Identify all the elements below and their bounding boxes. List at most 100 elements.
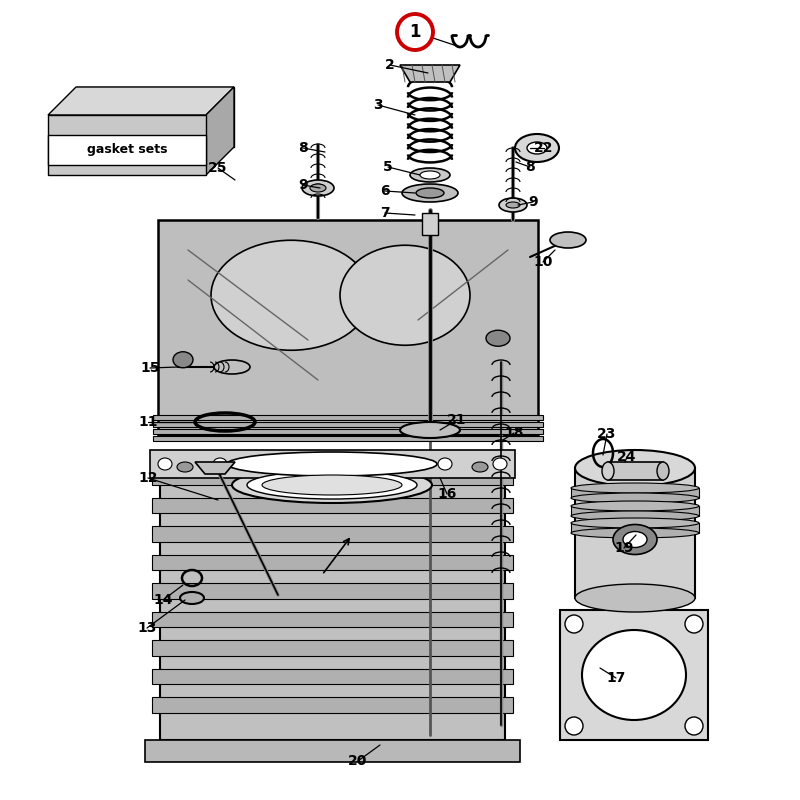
Bar (608, 462, 663, 480)
Ellipse shape (211, 240, 371, 350)
Bar (152, 698, 513, 713)
Ellipse shape (232, 467, 432, 503)
Bar (152, 498, 513, 514)
Ellipse shape (565, 615, 583, 633)
Ellipse shape (247, 471, 417, 499)
Ellipse shape (213, 458, 227, 470)
Ellipse shape (499, 198, 527, 212)
Bar (145, 740, 520, 762)
Bar (152, 612, 513, 627)
Ellipse shape (410, 168, 450, 182)
Text: 24: 24 (618, 450, 637, 464)
Text: 18: 18 (504, 426, 524, 440)
Bar (48, 115, 206, 175)
Text: 13: 13 (138, 621, 157, 635)
Bar (160, 455, 505, 740)
Bar (575, 468, 695, 598)
Text: 23: 23 (598, 427, 617, 441)
Ellipse shape (506, 202, 520, 208)
Ellipse shape (571, 511, 699, 521)
Ellipse shape (262, 475, 402, 495)
Ellipse shape (571, 518, 699, 528)
Ellipse shape (685, 615, 703, 633)
Bar (153, 415, 543, 420)
Bar (152, 669, 513, 685)
Ellipse shape (420, 171, 440, 179)
Circle shape (397, 14, 433, 50)
Ellipse shape (402, 184, 458, 202)
Text: 22: 22 (534, 141, 554, 155)
Ellipse shape (623, 531, 647, 547)
Bar (422, 213, 438, 235)
Text: 16: 16 (438, 487, 457, 501)
Text: 12: 12 (138, 471, 158, 485)
Bar (571, 488, 699, 498)
Ellipse shape (550, 232, 586, 248)
Polygon shape (206, 87, 234, 175)
Ellipse shape (416, 188, 444, 198)
Ellipse shape (582, 630, 686, 720)
Ellipse shape (571, 501, 699, 511)
Ellipse shape (227, 452, 437, 476)
Ellipse shape (571, 493, 699, 503)
Bar (152, 640, 513, 656)
Text: 21: 21 (447, 413, 466, 427)
Text: 7: 7 (380, 206, 390, 220)
Ellipse shape (575, 450, 695, 486)
Bar (152, 583, 513, 599)
Ellipse shape (613, 525, 657, 554)
Text: 10: 10 (534, 255, 553, 269)
Ellipse shape (493, 458, 507, 470)
Ellipse shape (486, 330, 510, 346)
Bar (48, 135, 206, 165)
Text: 6: 6 (380, 184, 390, 198)
Bar (560, 610, 708, 740)
Ellipse shape (565, 717, 583, 735)
Ellipse shape (575, 584, 695, 612)
Bar (153, 422, 543, 427)
Text: 9: 9 (528, 195, 538, 209)
Text: 1: 1 (410, 23, 421, 41)
Text: 8: 8 (525, 160, 535, 174)
Ellipse shape (571, 528, 699, 538)
Text: 15: 15 (140, 361, 160, 375)
Ellipse shape (214, 360, 250, 374)
Bar (152, 554, 513, 570)
Bar (152, 526, 513, 542)
Ellipse shape (302, 180, 334, 196)
Ellipse shape (310, 184, 326, 192)
Ellipse shape (515, 134, 559, 162)
Ellipse shape (685, 717, 703, 735)
Ellipse shape (177, 462, 193, 472)
Bar (152, 470, 513, 485)
Ellipse shape (602, 462, 614, 480)
Ellipse shape (438, 458, 452, 470)
Bar (571, 506, 699, 516)
Ellipse shape (180, 592, 204, 604)
Bar (158, 220, 538, 435)
Polygon shape (195, 462, 235, 474)
Ellipse shape (158, 458, 172, 470)
Text: 20: 20 (348, 754, 368, 768)
Text: 5: 5 (383, 160, 393, 174)
Text: 9: 9 (298, 178, 308, 192)
Text: 8: 8 (298, 141, 308, 155)
Bar (150, 450, 515, 478)
Text: 11: 11 (138, 415, 158, 429)
Polygon shape (400, 65, 460, 82)
Bar (571, 523, 699, 533)
Text: 14: 14 (154, 593, 173, 607)
Ellipse shape (173, 352, 193, 368)
Ellipse shape (571, 483, 699, 493)
Text: gasket sets: gasket sets (86, 143, 167, 157)
Text: 2: 2 (385, 58, 395, 72)
Text: 3: 3 (373, 98, 383, 112)
Ellipse shape (527, 142, 547, 154)
Polygon shape (48, 87, 234, 115)
Ellipse shape (340, 246, 470, 346)
Text: 19: 19 (614, 541, 634, 555)
Ellipse shape (657, 462, 669, 480)
Ellipse shape (400, 422, 460, 438)
Text: 17: 17 (606, 671, 626, 685)
Polygon shape (76, 87, 234, 147)
